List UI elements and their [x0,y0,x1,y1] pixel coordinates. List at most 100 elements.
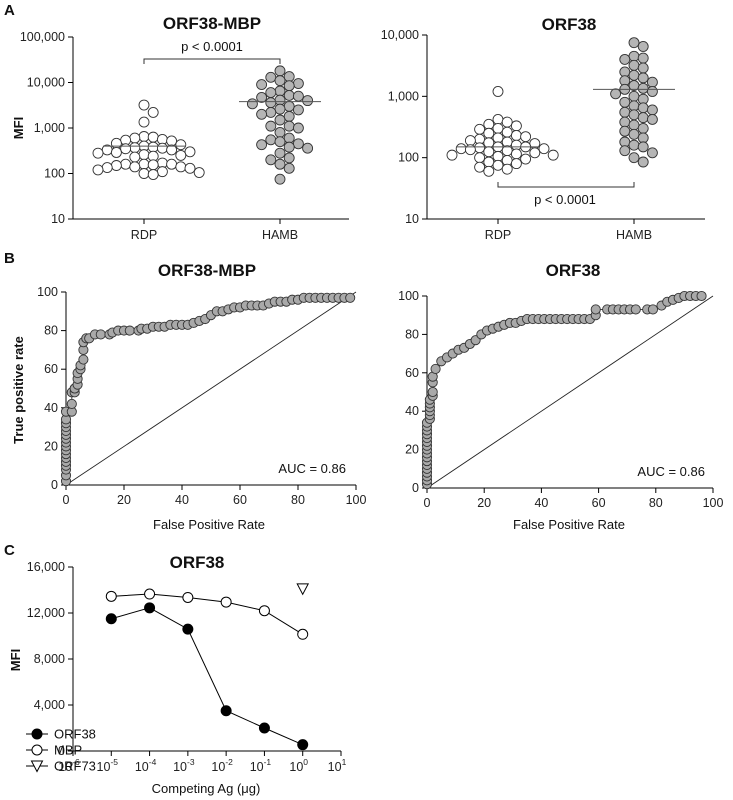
chart-a2-point-rdp [501,116,513,128]
chart-c-point-mbp [258,605,270,617]
chart-a1-point-rdp [138,131,150,142]
chart-a1-point-hamb [292,104,304,116]
chart-a1-point-rdp [166,135,178,147]
chart-b1-ytick-label: 20 [44,439,58,453]
chart-c-legend-label-orf73: ORF73 [54,759,96,774]
chart-b2-roc-point [647,304,658,315]
chart-a1-point-hamb [274,158,286,170]
chart-b1-diagonal-reference [65,291,357,486]
chart-a1-point-rdp [156,166,168,178]
chart-a1-point-hamb [283,80,295,92]
chart-b2-xtick-label: 100 [703,496,724,510]
chart-b2-roc-point [430,363,441,375]
chart-a2-point-hamb [646,76,658,88]
chart-a1-point-rdp [129,151,141,163]
chart-a2-point-hamb [637,112,649,124]
chart-b2-ytick-label: 60 [405,366,419,380]
chart-b2-ytick-label: 100 [398,289,419,303]
chart-a2-point-rdp [492,132,504,144]
chart-b2-xtick-label: 20 [477,496,491,510]
chart-a1-point-rdp [147,106,159,118]
chart-a1-point-rdp [92,164,104,176]
chart-a1-point-rdp [147,169,159,180]
chart-a1-point-hamb [256,91,268,103]
chart-c-ylabel: MFI [8,649,23,671]
chart-a2-point-hamb [619,96,631,108]
chart-b1-xtick-label: 0 [63,493,70,507]
chart-a2-point-rdp [510,158,522,170]
chart-a1-point-hamb [274,173,286,185]
chart-c-xtick-label: 10-3 [173,757,195,774]
chart-a1-point-rdp [138,116,150,128]
chart-c-point-orf73 [296,583,310,596]
chart-c-point-orf38 [258,722,270,734]
chart-c-xlabel: Competing Ag (μg) [152,781,261,796]
chart-c-xtick-label: 10-1 [250,757,272,774]
chart-b1-xtick-label: 100 [346,493,367,507]
chart-c-ytick-label: 4,000 [34,698,65,712]
chart-b1-xlabel: False Positive Rate [153,517,265,532]
chart-a2-ytick-label: 10,000 [381,28,419,42]
chart-b1-ytick-label: 80 [44,324,58,338]
chart-a2-point-hamb [646,104,658,116]
chart-b1-xtick-label: 80 [291,493,305,507]
chart-a1-point-rdp [110,137,122,149]
chart-c-line-mbp [111,593,303,635]
chart-a1-point-hamb [265,134,277,146]
chart-c-line-orf38 [111,607,303,746]
chart-a2-point-hamb [646,86,658,97]
chart-a1-point-hamb [283,152,295,164]
chart-a2-point-hamb [628,119,640,131]
chart-a2-ytick-label: 100 [398,151,419,165]
chart-c-xtick-label: 101 [328,757,347,774]
chart-a1-point-hamb [283,132,295,144]
chart-a2-point-hamb [619,53,631,65]
chart-a2-point-rdp [501,126,513,138]
chart-a2-point-hamb [637,156,649,168]
chart-a1-point-hamb [274,114,286,126]
chart-b2-auc: AUC = 0.86 [637,464,705,479]
chart-a1-point-hamb [283,71,295,83]
chart-b1-roc-point [345,292,356,303]
chart-a2-point-hamb [628,109,640,121]
chart-a2-point-rdp [483,137,495,149]
chart-a2-pvalue: p < 0.0001 [534,192,596,207]
chart-a1-ytick-label: 100 [44,167,65,181]
chart-a2-point-hamb [628,50,640,62]
chart-a2-title: ORF38 [542,15,597,34]
chart-a1-point-rdp [110,160,122,171]
chart-a1-point-hamb [265,97,277,109]
chart-b2-xtick-label: 60 [592,496,606,510]
chart-a2-point-hamb [646,147,658,159]
chart-b1-roc-point [95,329,106,340]
chart-b2-ytick-label: 20 [405,443,419,457]
chart-a1-significance-bracket [143,58,281,64]
chart-a2-point-rdp [510,130,522,141]
chart-a1-ytick-label: 100,000 [20,30,65,44]
chart-a1-point-rdp [138,149,150,161]
chart-a1-point-hamb [265,154,277,166]
chart-a1-point-rdp [184,146,196,158]
chart-a1-point-rdp [92,147,104,159]
chart-a2-point-rdp [510,120,522,132]
chart-a1-point-hamb [274,65,286,77]
chart-c-ytick-label: 12,000 [27,606,65,620]
chart-b1-roc-line [65,297,351,482]
chart-a1-ylabel: MFI [11,117,26,139]
chart-a1-point-rdp [156,142,168,154]
chart-a2-point-hamb [628,100,640,112]
chart-a1-point-hamb [274,85,286,97]
chart-a1-point-rdp [193,167,205,178]
chart-c-title: ORF38 [170,553,225,572]
chart-a1-point-hamb [283,110,295,122]
chart-a1-point-hamb [283,100,295,112]
chart-a1-point-rdp [138,158,150,170]
chart-a2-point-rdp [474,152,486,164]
chart-a2-point-hamb [637,72,649,84]
chart-a2-point-hamb [619,125,631,137]
chart-b1-ytick-label: 0 [51,478,58,492]
chart-a2-point-rdp [474,161,486,173]
chart-b1-roc-point [124,325,135,336]
chart-a1-xtick-label: RDP [131,228,157,242]
chart-b2-title: ORF38 [546,261,601,280]
